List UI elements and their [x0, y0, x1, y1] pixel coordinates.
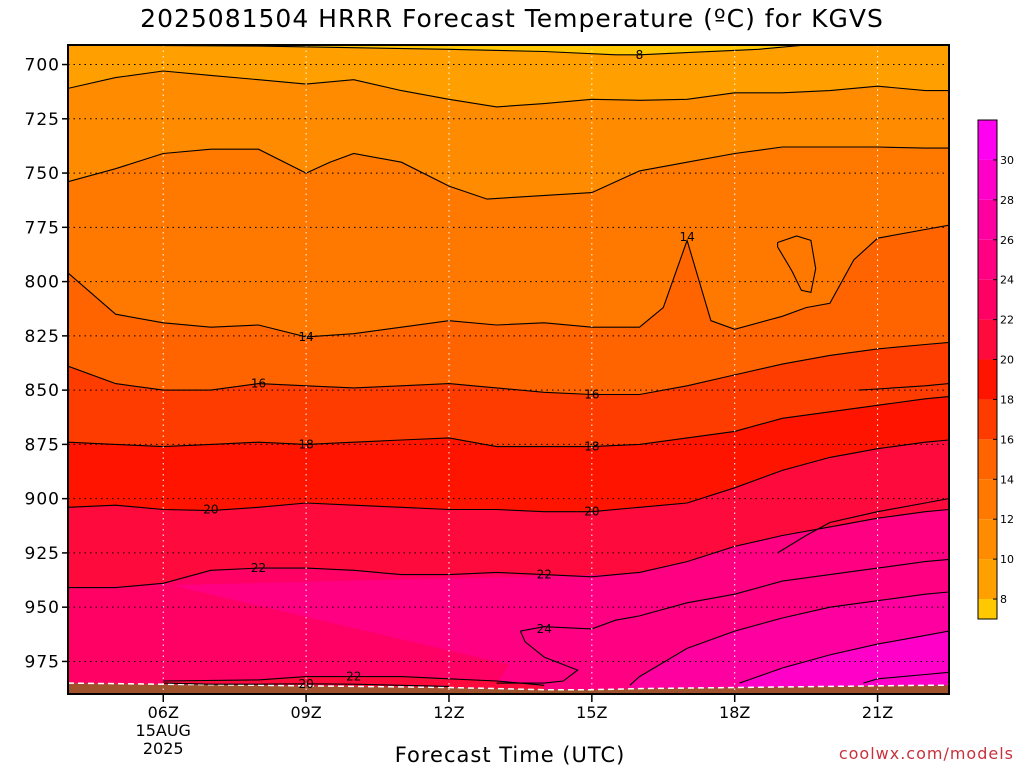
x-tick-label-12Z: 12Z	[433, 703, 464, 722]
colorbar-frame	[977, 119, 998, 620]
contour-lines	[68, 45, 949, 687]
colorbar-swatch-30	[978, 120, 997, 160]
colorbar-tick-label-24: 24	[1000, 274, 1014, 287]
y-tick-label-875: 875	[25, 435, 60, 455]
x-tick-label-15Z: 15Z	[576, 703, 607, 722]
contour-label-22-9: 22	[251, 561, 266, 575]
colorbar-tick-label-8: 8	[1000, 593, 1007, 606]
filled-contours	[68, 45, 949, 694]
colorbar-swatch-12	[978, 479, 997, 520]
colorbar-tick-label-28: 28	[1000, 194, 1014, 207]
colorbar-swatch-20	[978, 319, 997, 360]
y-tick-label-950: 950	[25, 598, 60, 618]
colorbar-tick-label-20: 20	[1000, 354, 1014, 367]
contour-label-8-0: 8	[636, 48, 644, 62]
contour-line-22-10	[68, 508, 949, 589]
site-credit: coolwx.com/models	[838, 744, 1014, 763]
contour-label-22-10: 22	[537, 568, 552, 582]
plot-frame	[67, 44, 950, 695]
contour-label-20-8: 20	[584, 505, 599, 519]
colorbar-tick-label-10: 10	[1000, 553, 1014, 566]
y-tick-label-775: 775	[25, 218, 60, 238]
contour-line-14-3	[68, 224, 949, 338]
contour-label-20-7: 20	[203, 503, 218, 517]
colorbar-swatch-18	[978, 359, 997, 400]
colorbar-swatch-16	[978, 399, 997, 440]
y-tick-label-725: 725	[25, 110, 60, 130]
x-tick-label-09Z: 09Z	[290, 703, 321, 722]
colorbar-swatch-24	[978, 239, 997, 280]
contour-line-24-12	[496, 630, 579, 684]
y-axis: 700 725 750 775 800 825 850 875 900 925 950 975	[25, 56, 68, 672]
y-tick-label-750: 750	[25, 164, 60, 184]
grid-lines	[68, 45, 949, 694]
band-above-28	[739, 631, 949, 694]
colorbar-tick-label-30: 30	[1000, 154, 1014, 167]
colorbar-tick-label-16: 16	[1000, 433, 1014, 446]
contour-line-26-13	[629, 591, 949, 686]
band-pocket-24	[68, 559, 949, 690]
contour-line-14-4	[777, 235, 817, 294]
contour-label-24-11: 24	[537, 622, 552, 636]
colorbar-swatch-10	[978, 519, 997, 560]
y-tick-label-925: 925	[25, 544, 60, 564]
contour-line-24-11	[520, 558, 949, 632]
y-tick-label-825: 825	[25, 327, 60, 347]
x-tick-sublabel-2025: 2025	[143, 739, 184, 758]
colorbar: 8 10 12 14 16 18 20 22 24 26 28 30	[977, 119, 1014, 620]
colorbar-swatch-7	[978, 599, 997, 619]
contour-label-16-4: 16	[584, 387, 599, 401]
chart-title: 2025081504 HRRR Forecast Temperature (ºC…	[140, 4, 884, 33]
contour-labels: 8 14 14 16 16 18 18 20 20 22 22 24 22 20	[203, 48, 694, 691]
colorbar-swatch-26	[978, 199, 997, 240]
colorbar-swatch-22	[978, 279, 997, 320]
colorbar-tick-label-18: 18	[1000, 393, 1014, 406]
x-tick-label-06Z: 06Z	[148, 703, 179, 722]
y-tick-label-700: 700	[25, 56, 60, 76]
colorbar-swatch-14	[978, 439, 997, 480]
contour-label-14-2: 14	[298, 330, 313, 344]
colorbar-swatch-28	[978, 159, 997, 200]
contour-label-22-12: 22	[346, 670, 361, 684]
x-tick-label-21Z: 21Z	[862, 703, 893, 722]
contour-label-18-6: 18	[584, 440, 599, 454]
colorbar-tick-label-26: 26	[1000, 234, 1014, 247]
contour-label-14-1: 14	[679, 230, 694, 244]
contour-line-20-9	[777, 498, 949, 554]
colorbar-tick-label-12: 12	[1000, 513, 1014, 526]
ground-layer	[68, 682, 949, 694]
contour-line-12-2	[68, 146, 949, 200]
contour-line-22-16	[163, 676, 545, 686]
surface-line	[68, 682, 949, 691]
band-above-24	[496, 631, 723, 694]
x-axis-label: Forecast Time (UTC)	[394, 743, 626, 767]
y-tick-label-800: 800	[25, 273, 60, 293]
contour-label-18-5: 18	[298, 437, 313, 451]
colorbar-swatch-8	[978, 559, 997, 600]
contour-line-20-8	[68, 439, 949, 513]
contour-line-10-1	[68, 70, 949, 108]
y-tick-label-900: 900	[25, 490, 60, 510]
contour-line-28-14	[739, 630, 949, 684]
band-below-10	[68, 45, 949, 107]
y-tick-label-850: 850	[25, 381, 60, 401]
band-island-14	[777, 236, 816, 293]
contour-line-16-6	[858, 383, 949, 391]
y-tick-label-975: 975	[25, 652, 60, 672]
colorbar-tick-label-14: 14	[1000, 473, 1014, 486]
x-tick-sublabel-15AUG: 15AUG	[136, 721, 191, 740]
contour-line-8-0	[68, 45, 807, 56]
contour-line-18-7	[68, 396, 949, 448]
contour-label-20-13: 20	[298, 677, 313, 691]
colorbar-tick-label-22: 22	[1000, 314, 1014, 327]
contour-line-30-15	[863, 671, 949, 684]
x-tick-label-18Z: 18Z	[719, 703, 750, 722]
contour-label-16-3: 16	[251, 377, 266, 391]
